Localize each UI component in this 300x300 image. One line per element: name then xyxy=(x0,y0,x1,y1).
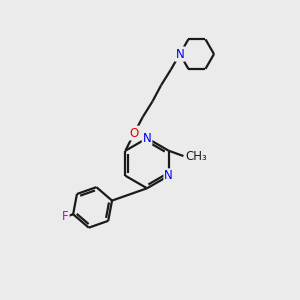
Text: N: N xyxy=(164,169,173,182)
Text: F: F xyxy=(62,211,69,224)
Text: N: N xyxy=(176,48,184,61)
Text: N: N xyxy=(143,132,152,145)
Text: CH₃: CH₃ xyxy=(186,149,208,163)
Text: N: N xyxy=(176,48,184,61)
Text: O: O xyxy=(130,127,139,140)
